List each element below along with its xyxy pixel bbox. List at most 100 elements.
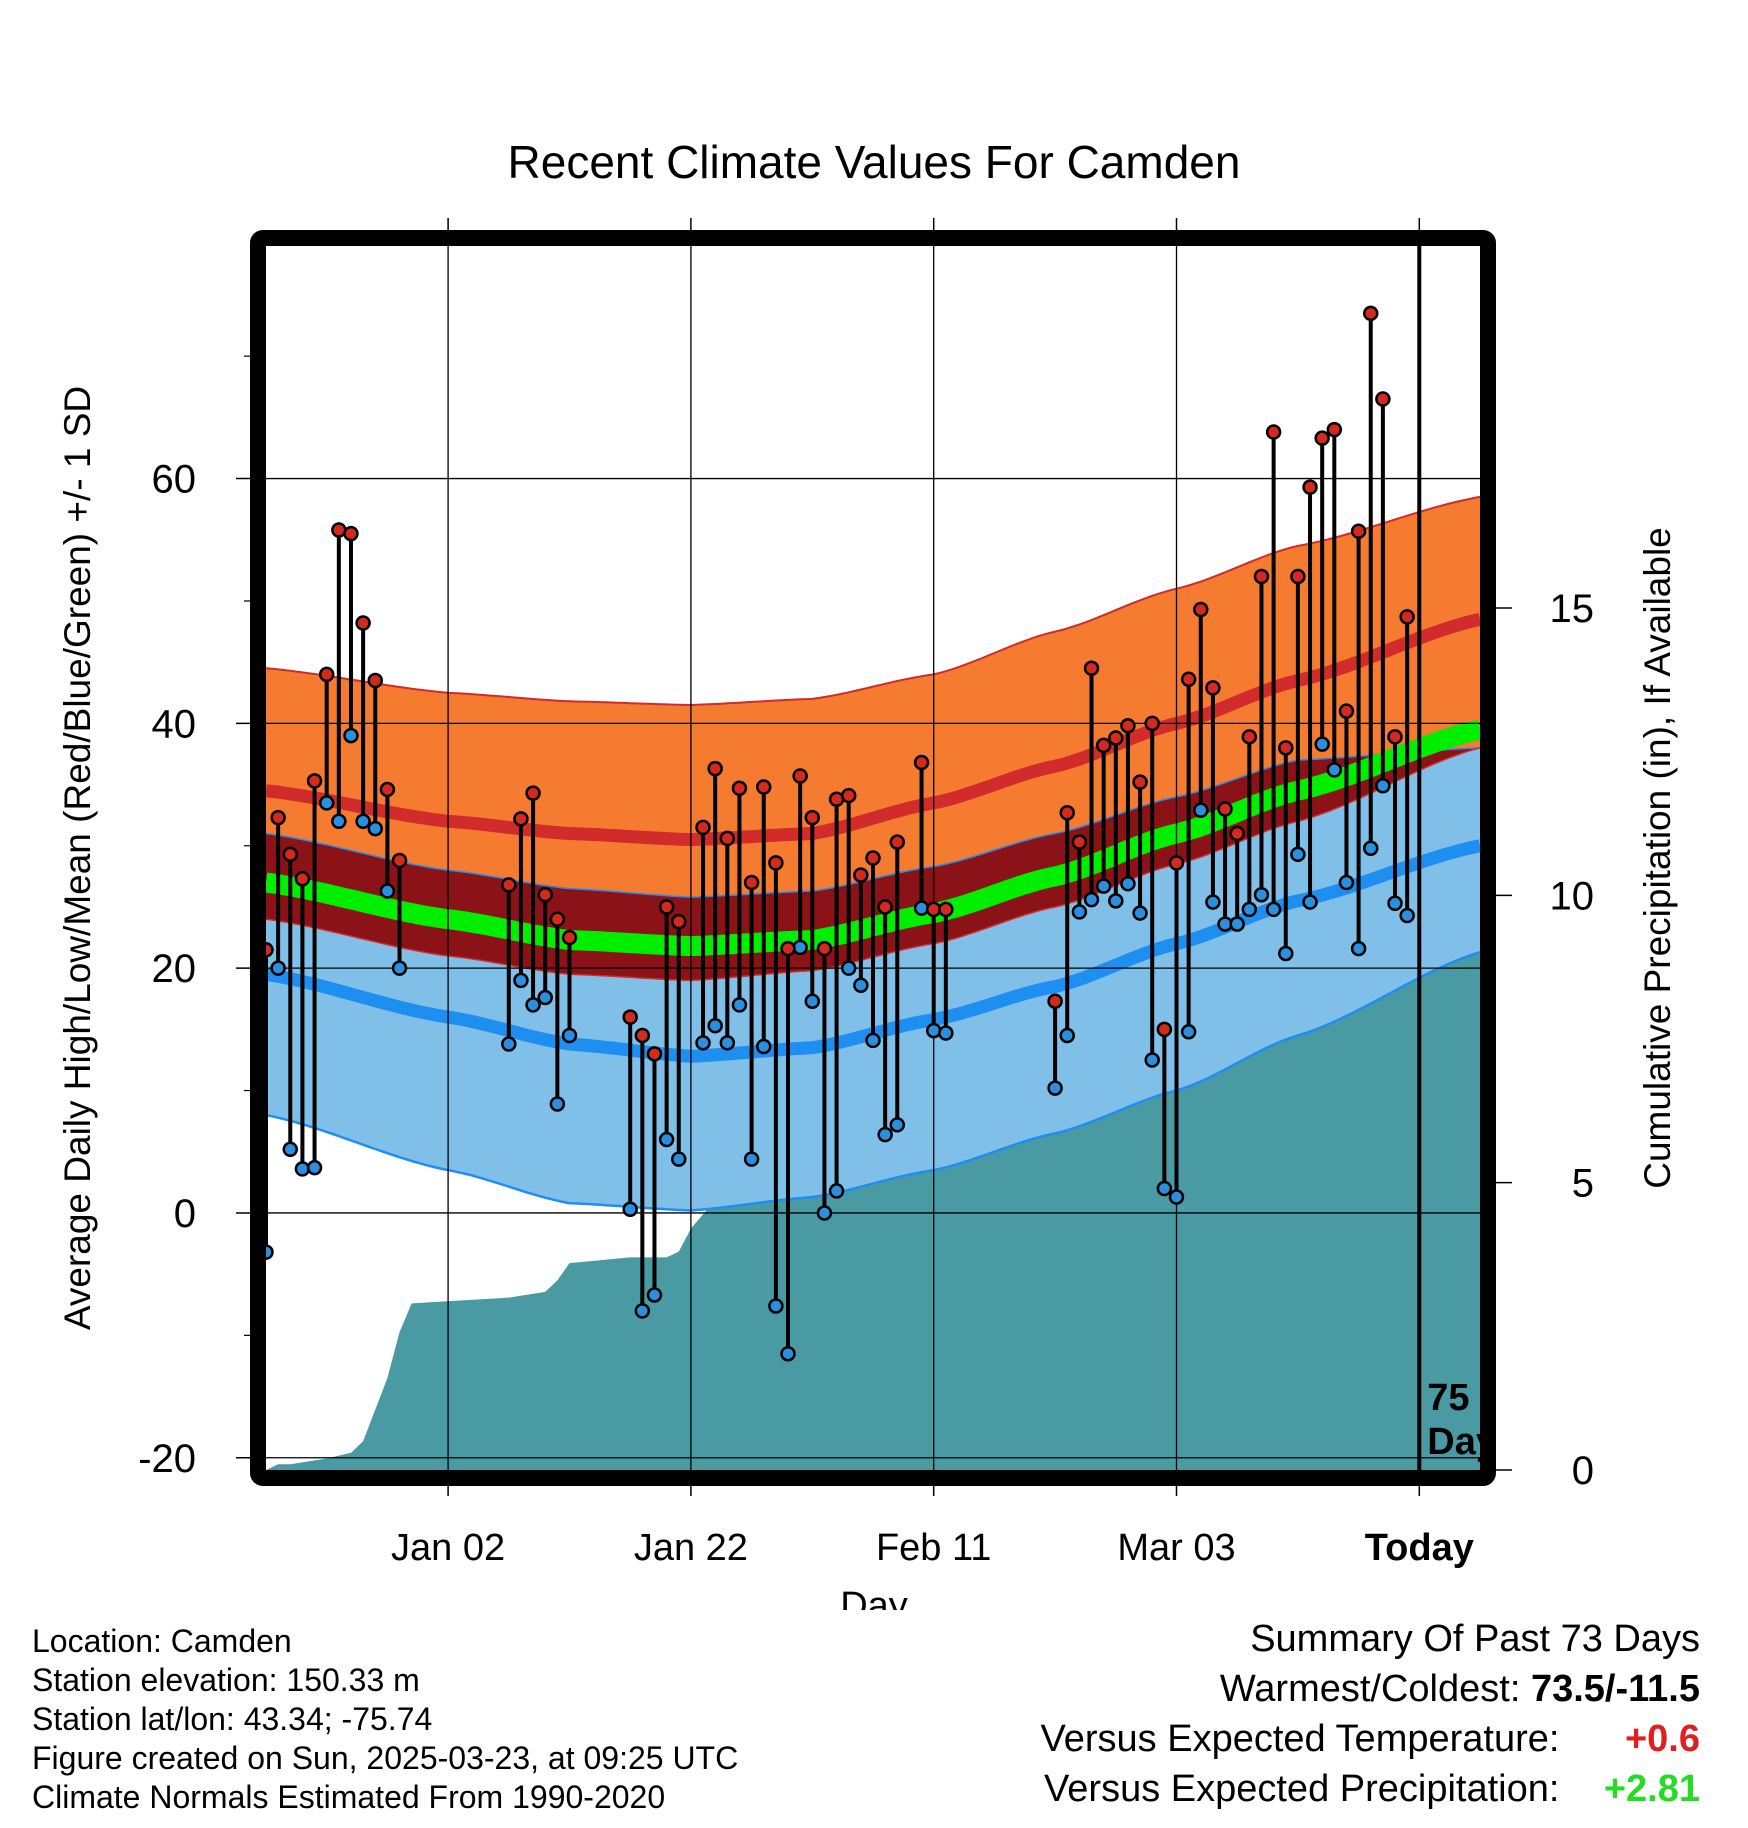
high-point [1338, 703, 1355, 719]
high-point [1229, 825, 1245, 842]
low-point [1290, 846, 1306, 863]
high-point [1144, 715, 1160, 732]
low-point [306, 1159, 323, 1176]
summary-heading: Summary Of Past 73 Days [1250, 1618, 1700, 1660]
y-tick-label-left: 40 [152, 702, 197, 746]
temp-row: Versus Expected Temperature: +0.6 [1041, 1714, 1700, 1764]
high-point [1059, 804, 1075, 821]
y-tick-label-right: 0 [1572, 1449, 1594, 1493]
y-axis-label-left: Average Daily High/Low/Mean (Red/Blue/Gr… [57, 386, 98, 1330]
high-point [1399, 609, 1415, 625]
low-point [707, 1017, 723, 1034]
low-point [1180, 1024, 1197, 1040]
days-annotation: Days [1427, 1421, 1518, 1463]
high-point [391, 852, 408, 869]
low-point [367, 820, 384, 837]
high-point [1375, 391, 1391, 407]
low-point [355, 813, 371, 830]
high-point [731, 780, 748, 796]
high-point [1217, 801, 1233, 817]
high-point [743, 874, 760, 891]
station-info: Location: Camden Station elevation: 150.… [32, 1622, 738, 1817]
high-point [1290, 568, 1306, 585]
high-point [671, 913, 687, 930]
high-point [525, 785, 541, 801]
y-tick-label-left: 0 [174, 1192, 196, 1236]
high-upper-edge [266, 495, 1480, 707]
low-point [731, 997, 748, 1013]
low-point [270, 960, 286, 976]
low-point [1314, 736, 1330, 752]
low-point [889, 1117, 906, 1133]
high-point [913, 754, 930, 771]
low-point [840, 960, 857, 976]
high-point [1362, 305, 1379, 322]
high-point [780, 940, 796, 957]
normals-text: Climate Normals Estimated From 1990-2020 [32, 1779, 666, 1815]
low-point [695, 1035, 711, 1051]
x-tick-label: Jan 22 [634, 1527, 748, 1569]
y-tick-label-left: 20 [152, 947, 197, 991]
low-point [561, 1027, 578, 1044]
location-text: Location: Camden [32, 1623, 292, 1659]
low-point [1229, 916, 1245, 932]
low-point [1278, 945, 1294, 962]
low-point [501, 1036, 517, 1052]
high-point [270, 809, 286, 826]
low-point [622, 1201, 638, 1218]
high-point [306, 773, 323, 789]
low-point [658, 1131, 675, 1148]
high-point [1071, 834, 1088, 850]
high-point [622, 1009, 638, 1025]
low-point [1132, 905, 1148, 921]
high-point [816, 940, 833, 957]
low-point [379, 883, 396, 899]
high-point [695, 819, 711, 836]
precip-value: +2.81 [1603, 1768, 1700, 1810]
precip-row: Versus Expected Precipitation: +2.81 [1041, 1764, 1700, 1814]
high-point [318, 666, 335, 683]
low-point [1095, 878, 1112, 894]
y-tick-label-right: 5 [1572, 1162, 1594, 1206]
y-axis-label-right: Cumulative Precipitation (in), If Availa… [1637, 527, 1678, 1189]
high-point [865, 850, 881, 866]
y-tick-label-left: 60 [152, 458, 197, 502]
high-point [1193, 601, 1209, 618]
high-point [1326, 421, 1343, 438]
high-point [1180, 671, 1197, 688]
low-point [877, 1126, 893, 1143]
low-point [343, 727, 359, 744]
high-point [1253, 568, 1270, 585]
summary-panel: Summary Of Past 73 Days Warmest/Coldest:… [1041, 1614, 1700, 1814]
low-point [282, 1141, 299, 1158]
x-tick-label: Today [1365, 1527, 1474, 1569]
low-point [1120, 875, 1136, 892]
high-point [1156, 1021, 1173, 1038]
low-point [1241, 901, 1258, 918]
x-axis-label: Day [840, 1585, 908, 1610]
high-point [634, 1027, 651, 1044]
high-point [853, 867, 869, 883]
high-point [1168, 855, 1185, 871]
low-point [1326, 762, 1343, 778]
low-point [828, 1183, 845, 1199]
low-point [1156, 1180, 1173, 1197]
low-point [1083, 891, 1100, 908]
low-point [1375, 778, 1391, 794]
high-point [1278, 740, 1294, 756]
warmest-label: Warmest/Coldest: [1219, 1668, 1521, 1710]
low-point [266, 1244, 274, 1260]
high-point [1095, 737, 1112, 754]
low-point [1253, 886, 1270, 903]
high-point [707, 760, 723, 777]
low-point [1350, 940, 1367, 957]
low-point [634, 1303, 651, 1319]
high-point [755, 779, 772, 795]
low-point [1338, 874, 1355, 891]
high-point [1047, 993, 1063, 1009]
low-point [1144, 1052, 1160, 1068]
low-point [1302, 894, 1318, 910]
high-point [501, 877, 517, 893]
low-point [780, 1345, 796, 1362]
chart-title: Recent Climate Values For Camden [508, 136, 1241, 188]
